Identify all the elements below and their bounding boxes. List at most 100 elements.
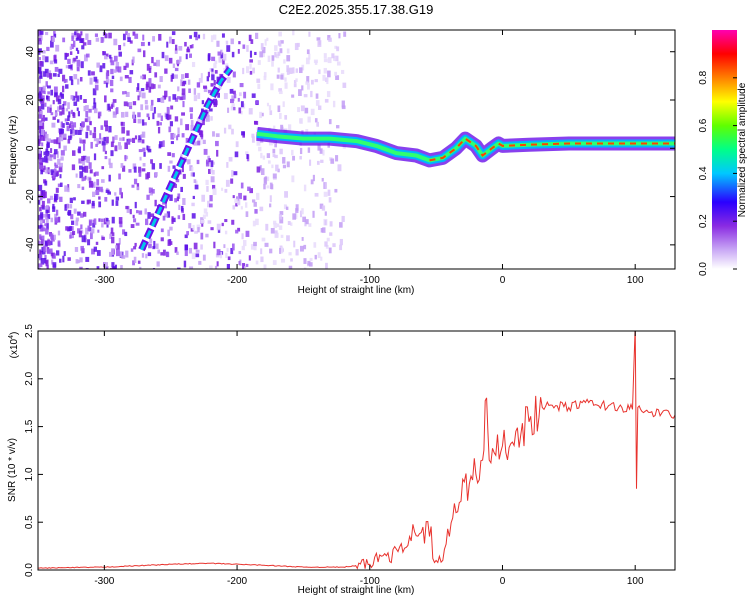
noise-speck — [189, 35, 192, 39]
noise-speck — [276, 74, 280, 79]
noise-speck — [243, 91, 247, 99]
noise-speck — [150, 83, 154, 90]
noise-speck — [74, 129, 78, 135]
noise-speck — [168, 57, 173, 64]
noise-speck — [44, 206, 49, 210]
noise-speck — [338, 33, 341, 39]
noise-speck — [40, 110, 43, 118]
noise-speck — [138, 149, 143, 153]
noise-speck — [136, 186, 140, 191]
noise-speck — [226, 247, 229, 252]
noise-speck — [167, 239, 171, 246]
noise-speck — [58, 68, 63, 74]
noise-speck — [54, 59, 58, 64]
noise-speck — [295, 204, 299, 211]
noise-speck — [45, 216, 48, 220]
noise-speck — [131, 184, 135, 188]
noise-speck — [151, 56, 154, 64]
spectrogram-noise — [38, 30, 347, 269]
noise-speck — [314, 79, 318, 83]
noise-speck — [325, 262, 328, 269]
noise-speck — [69, 76, 73, 81]
noise-speck — [88, 108, 92, 113]
noise-speck — [260, 256, 264, 263]
noise-speck — [98, 201, 102, 208]
noise-speck — [314, 61, 318, 65]
noise-speck — [245, 202, 248, 208]
noise-speck — [73, 208, 77, 214]
noise-speck — [91, 248, 95, 255]
noise-speck — [44, 240, 48, 247]
noise-speck — [269, 110, 273, 116]
noise-speck — [38, 139, 41, 147]
noise-speck — [241, 233, 244, 240]
noise-speck — [279, 216, 284, 224]
noise-speck — [282, 101, 285, 108]
noise-speck — [180, 186, 183, 193]
noise-speck — [226, 162, 229, 168]
noise-speck — [220, 52, 224, 59]
noise-speck — [73, 101, 78, 106]
noise-speck — [148, 67, 152, 74]
noise-speck — [67, 102, 70, 110]
noise-speck — [78, 165, 83, 170]
noise-speck — [45, 260, 48, 267]
noise-speck — [77, 78, 80, 85]
noise-speck — [105, 53, 109, 57]
noise-speck — [295, 78, 298, 82]
noise-speck — [147, 146, 151, 152]
y-tick-label: 1.0 — [24, 467, 35, 481]
noise-speck — [72, 112, 76, 118]
noise-speck — [45, 81, 48, 87]
noise-speck — [38, 158, 43, 164]
noise-speck — [133, 218, 137, 223]
noise-speck — [84, 118, 88, 123]
noise-speck — [328, 197, 332, 203]
noise-speck — [123, 101, 128, 107]
noise-speck — [249, 188, 254, 194]
noise-speck — [169, 226, 173, 231]
noise-speck — [269, 248, 273, 254]
noise-speck — [299, 118, 303, 124]
noise-speck — [279, 247, 282, 254]
noise-speck — [184, 250, 188, 257]
noise-speck — [319, 203, 324, 209]
noise-speck — [165, 113, 168, 120]
noise-speck — [54, 33, 57, 38]
noise-speck — [196, 117, 201, 125]
noise-speck — [254, 209, 258, 214]
noise-speck — [249, 63, 252, 70]
noise-speck — [50, 112, 54, 116]
noise-speck — [69, 204, 73, 209]
noise-speck — [248, 108, 253, 115]
noise-speck — [141, 119, 145, 126]
noise-speck — [117, 66, 122, 73]
noise-speck — [160, 228, 164, 233]
noise-speck — [42, 219, 46, 224]
noise-speck — [110, 68, 114, 75]
noise-speck — [249, 70, 253, 75]
noise-speck — [253, 243, 257, 251]
noise-speck — [153, 240, 156, 248]
spectrogram-y-label: Frequency (Hz) — [8, 116, 19, 185]
noise-speck — [50, 169, 54, 176]
noise-speck — [65, 122, 69, 126]
noise-speck — [43, 245, 47, 253]
noise-speck — [124, 231, 128, 237]
noise-speck — [86, 116, 91, 123]
noise-speck — [200, 219, 205, 223]
noise-speck — [301, 64, 305, 71]
noise-speck — [208, 108, 213, 112]
noise-speck — [46, 249, 50, 254]
noise-speck — [217, 229, 221, 233]
noise-speck — [111, 216, 115, 224]
noise-speck — [38, 199, 41, 205]
noise-speck — [149, 65, 152, 70]
snr-x-label: Height of straight line (km) — [298, 585, 415, 596]
noise-speck — [302, 216, 307, 223]
colorbar-tick-label: 0.6 — [698, 118, 709, 132]
noise-speck — [108, 251, 113, 257]
x-tick-label: -200 — [227, 275, 247, 286]
noise-speck — [122, 33, 126, 41]
noise-speck — [282, 164, 287, 169]
